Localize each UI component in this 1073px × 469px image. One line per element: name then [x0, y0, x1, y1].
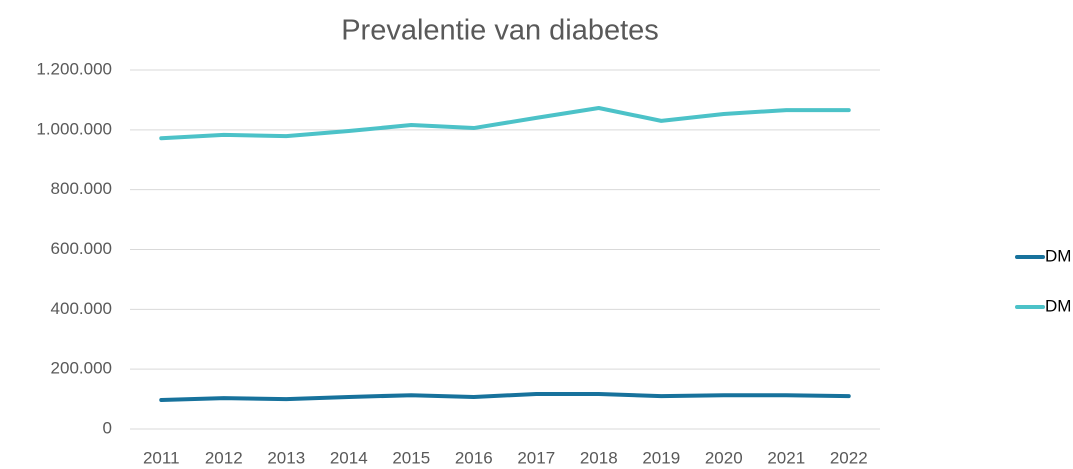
x-tick-label: 2020	[705, 448, 743, 467]
series-line	[159, 105, 851, 141]
legend-label: DM 2	[1045, 296, 1073, 315]
y-tick-label: 1.200.000	[36, 59, 112, 78]
y-tick-label: 600.000	[51, 239, 112, 258]
x-tick-label: 2021	[767, 448, 805, 467]
x-tick-label: 2011	[143, 448, 180, 467]
x-tick-label: 2019	[642, 448, 680, 467]
y-tick-label: 1.000.000	[36, 119, 112, 138]
y-tick-label: 0	[103, 418, 112, 437]
x-tick-label: 2018	[580, 448, 618, 467]
y-tick-label: 800.000	[51, 179, 112, 198]
x-tick-label: 2017	[517, 448, 555, 467]
series-line	[159, 391, 851, 402]
y-tick-label: 200.000	[51, 359, 112, 378]
y-tick-label: 400.000	[51, 299, 112, 318]
x-tick-label: 2012	[205, 448, 243, 467]
x-tick-label: 2015	[392, 448, 430, 467]
x-tick-label: 2016	[455, 448, 493, 467]
x-tick-label: 2022	[830, 448, 868, 467]
legend-label: DM 1	[1045, 246, 1073, 265]
x-tick-label: 2014	[330, 448, 368, 467]
chart-title: Prevalentie van diabetes	[341, 15, 659, 47]
x-tick-label: 2013	[267, 448, 305, 467]
